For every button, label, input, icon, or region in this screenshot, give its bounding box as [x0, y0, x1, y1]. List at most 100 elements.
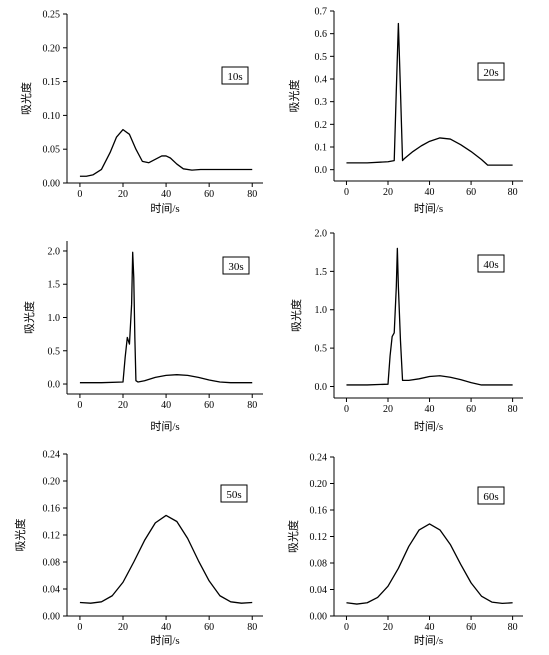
y-tick-label: 0.24 — [310, 453, 328, 464]
annotation-box — [477, 254, 505, 273]
x-tick-label: 40 — [161, 622, 171, 633]
chart-panel: 0 20 40 60 80 0.00 0.05 0.10 0.15 0.20 0.25 时间/s 吸光度… — [19, 10, 263, 215]
y-tick-label: 0.4 — [315, 75, 328, 86]
y-tick-label: 0.12 — [310, 532, 328, 543]
y-tick-label: 0.08 — [43, 558, 61, 569]
absorbance-series-line — [346, 22, 513, 166]
x-tick-label: 60 — [466, 622, 476, 633]
x-tick-label: 60 — [204, 189, 214, 200]
x-tick-label: 0 — [344, 187, 349, 198]
x-axis-title: 时间/s — [150, 202, 179, 215]
y-tick-label: 0.00 — [43, 612, 61, 623]
y-axis-title: 吸光度 — [13, 519, 27, 552]
y-tick-label: 0.25 — [43, 10, 61, 21]
y-tick-label: 1.5 — [48, 280, 61, 291]
y-tick-label: 0.0 — [315, 382, 328, 393]
chart-panel: 0 20 40 60 80 0.00 0.04 0.08 0.12 0.16 0.20 0.24 时间/… — [13, 450, 263, 647]
x-tick-label: 40 — [161, 189, 171, 200]
y-axis-title: 吸光度 — [286, 520, 300, 553]
y-tick-label: 1.0 — [48, 313, 61, 324]
x-axis-title: 时间/s — [414, 202, 443, 215]
chart-panel: 0 20 40 60 80 0.00 0.04 0.08 0.12 0.16 0.20 0.24 时间/… — [286, 453, 523, 647]
absorbance-series-line — [346, 523, 513, 605]
x-tick-label: 0 — [344, 404, 349, 415]
y-tick-label: 0.2 — [315, 120, 328, 131]
absorbance-series-line — [79, 514, 253, 604]
y-tick-label: 0.3 — [315, 97, 328, 108]
x-tick-label: 80 — [508, 404, 518, 415]
annotation-label: 60s — [483, 491, 498, 503]
y-tick-label: 0.5 — [315, 344, 328, 355]
y-tick-label: 2.0 — [315, 229, 328, 240]
x-tick-label: 20 — [383, 187, 393, 198]
y-axis-title: 吸光度 — [287, 80, 301, 113]
y-tick-label: 0.1 — [315, 143, 328, 154]
annotation-label: 30s — [228, 261, 243, 273]
x-tick-label: 20 — [118, 622, 128, 633]
x-axis-title: 时间/s — [414, 420, 443, 433]
y-tick-label: 0.05 — [43, 145, 61, 156]
x-tick-label: 60 — [466, 404, 476, 415]
y-tick-label: 0.5 — [48, 346, 61, 357]
x-tick-label: 40 — [425, 404, 435, 415]
x-axis-title: 时间/s — [150, 420, 179, 433]
annotation-box — [222, 256, 250, 275]
chart-panel: 0 20 40 60 80 0.0 0.5 1.0 1.5 2.0 时间/s 吸光度 40s — [289, 229, 523, 433]
y-tick-label: 0.5 — [315, 52, 328, 63]
x-tick-label: 40 — [425, 622, 435, 633]
x-tick-label: 40 — [425, 187, 435, 198]
annotation-box — [477, 486, 505, 505]
annotation-label: 10s — [227, 71, 242, 83]
y-tick-label: 0.04 — [310, 585, 328, 596]
y-tick-label: 0.6 — [315, 29, 328, 40]
x-tick-label: 80 — [508, 187, 518, 198]
annotation-box — [477, 62, 505, 81]
x-tick-label: 20 — [383, 404, 393, 415]
y-tick-label: 2.0 — [48, 246, 61, 257]
annotation-box — [221, 66, 249, 85]
y-tick-label: 0.20 — [310, 479, 328, 490]
y-tick-label: 0.00 — [310, 612, 328, 623]
x-tick-label: 0 — [77, 400, 82, 411]
y-tick-label: 0.10 — [43, 111, 61, 122]
x-tick-label: 20 — [118, 189, 128, 200]
x-tick-label: 80 — [247, 400, 257, 411]
absorbance-series-line — [346, 247, 513, 386]
y-tick-label: 1.5 — [315, 267, 328, 278]
y-tick-label: 0.16 — [310, 506, 328, 517]
y-tick-label: 1.0 — [315, 305, 328, 316]
y-axis-title: 吸光度 — [22, 301, 36, 334]
annotation-label: 50s — [226, 489, 241, 501]
x-axis-title: 时间/s — [414, 634, 443, 647]
x-tick-label: 60 — [204, 622, 214, 633]
annotation-label: 20s — [483, 67, 498, 79]
y-tick-label: 0.24 — [43, 450, 61, 461]
y-axis-title: 吸光度 — [289, 299, 303, 332]
x-tick-label: 40 — [161, 400, 171, 411]
x-tick-label: 20 — [383, 622, 393, 633]
y-tick-label: 0.0 — [48, 380, 61, 391]
annotation-box — [220, 484, 248, 503]
absorbance-series-line — [79, 251, 253, 384]
y-tick-label: 0.20 — [43, 477, 61, 488]
x-tick-label: 80 — [508, 622, 518, 633]
absorbance-series-line — [79, 128, 253, 177]
x-tick-label: 0 — [344, 622, 349, 633]
chart-panel: 0 20 40 60 80 0.0 0.5 1.0 1.5 2.0 时间/s 吸光度 30s — [22, 241, 263, 433]
x-tick-label: 80 — [247, 189, 257, 200]
y-tick-label: 0.0 — [315, 165, 328, 176]
y-tick-label: 0.12 — [43, 531, 61, 542]
chart-panel: 0 20 40 60 80 0.0 0.1 0.2 0.3 0.4 0.5 0.6 0.7 时间/s 吸光度… — [287, 7, 523, 215]
x-tick-label: 0 — [77, 622, 82, 633]
x-tick-label: 60 — [466, 187, 476, 198]
y-tick-label: 0.20 — [43, 43, 61, 54]
x-axis-title: 时间/s — [150, 634, 179, 647]
x-tick-label: 0 — [77, 189, 82, 200]
y-tick-label: 0.7 — [315, 7, 328, 18]
y-axis-title: 吸光度 — [19, 82, 33, 115]
x-tick-label: 60 — [204, 400, 214, 411]
y-tick-label: 0.04 — [43, 585, 61, 596]
annotation-label: 40s — [483, 259, 498, 271]
x-tick-label: 20 — [118, 400, 128, 411]
